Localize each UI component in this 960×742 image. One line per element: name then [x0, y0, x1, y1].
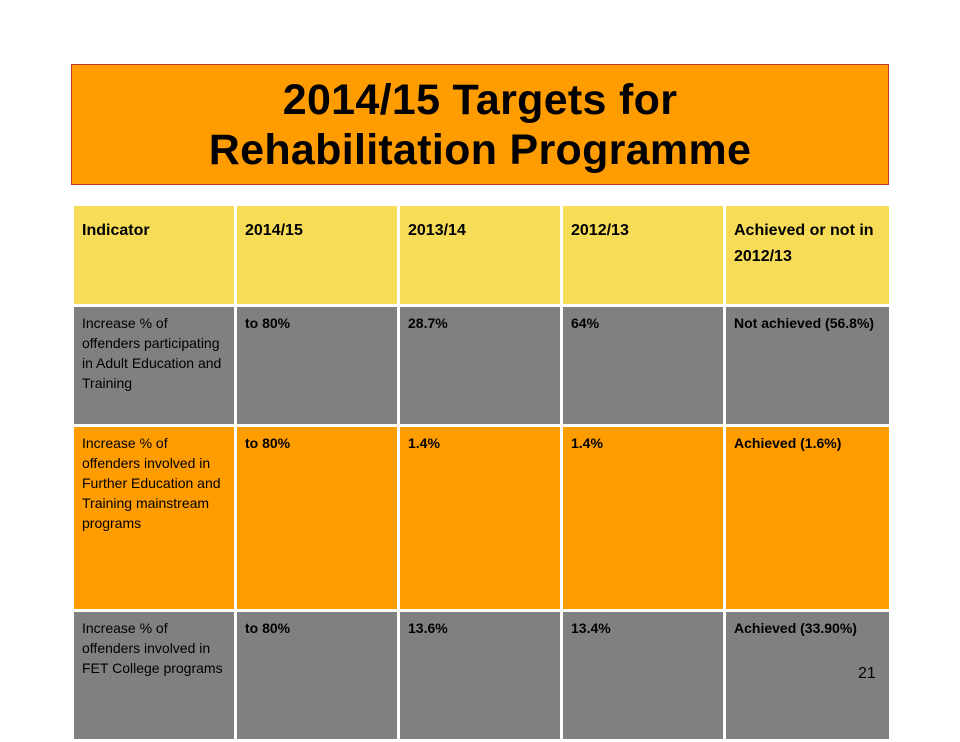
- slide-number: 21: [858, 665, 876, 682]
- table-row: Increase % of offenders involved in FET …: [71, 609, 892, 742]
- title-line-1: 2014/15 Targets for: [282, 75, 678, 124]
- achieved-cell: Not achieved (56.8%): [723, 304, 892, 427]
- table-row: Increase % of offenders involved in Furt…: [71, 424, 892, 612]
- indicator-cell: Increase % of offenders involved in FET …: [71, 609, 237, 742]
- title-line-2: Rehabilitation Programme: [208, 125, 752, 174]
- value-2013-14-cell: 13.6%: [397, 609, 563, 742]
- value-2013-14-cell: 28.7%: [397, 304, 563, 427]
- value-2012-13-cell: 64%: [560, 304, 726, 427]
- achieved-cell: Achieved (1.6%): [723, 424, 892, 612]
- value-2012-13-cell: 13.4%: [560, 609, 726, 742]
- header-2014-15: 2014/15: [234, 203, 400, 307]
- target-2014-15-cell: to 80%: [234, 304, 400, 427]
- header-achieved: Achieved or not in 2012/13: [723, 203, 892, 307]
- targets-table: Indicator 2014/15 2013/14 2012/13 Achiev…: [71, 203, 892, 742]
- value-2012-13-cell: 1.4%: [560, 424, 726, 612]
- value-2013-14-cell: 1.4%: [397, 424, 563, 612]
- target-2014-15-cell: to 80%: [234, 424, 400, 612]
- header-indicator: Indicator: [71, 203, 237, 307]
- header-2013-14: 2013/14: [397, 203, 563, 307]
- indicator-cell: Increase % of offenders participating in…: [71, 304, 237, 427]
- target-2014-15-cell: to 80%: [234, 609, 400, 742]
- table-header-row: Indicator 2014/15 2013/14 2012/13 Achiev…: [71, 203, 892, 307]
- header-2012-13: 2012/13: [560, 203, 726, 307]
- indicator-cell: Increase % of offenders involved in Furt…: [71, 424, 237, 612]
- table-row: Increase % of offenders participating in…: [71, 304, 892, 427]
- slide-title: 2014/15 Targets for Rehabilitation Progr…: [71, 64, 889, 185]
